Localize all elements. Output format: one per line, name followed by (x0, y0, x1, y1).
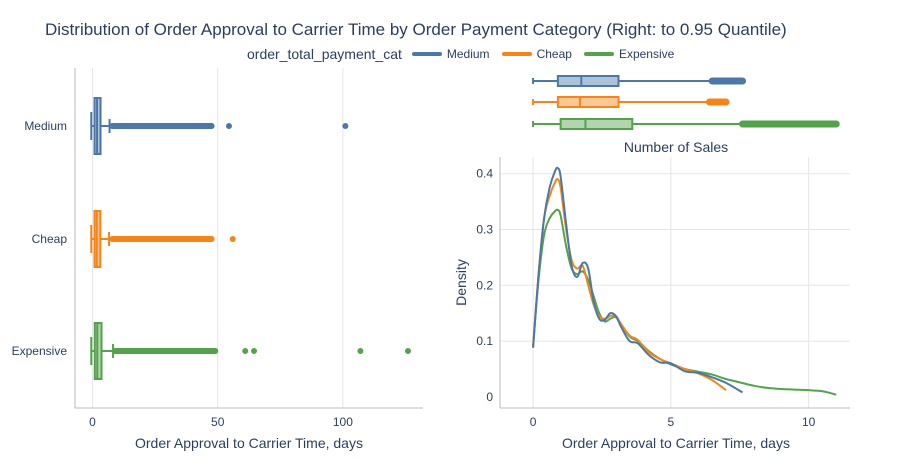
outlier-point-expensive (242, 348, 249, 354)
right-y-tick-label: 0.4 (476, 167, 493, 181)
legend-label-medium: Medium (446, 47, 490, 61)
left-y-tick-label: Expensive (12, 344, 68, 358)
outlier-point-cheap (229, 236, 236, 242)
legend-swatch-cheap (501, 52, 532, 56)
legend-item-medium[interactable]: Medium (411, 47, 490, 61)
outlier-point-expensive (404, 348, 411, 354)
outlier-point-expensive (251, 348, 258, 354)
legend-title: order_total_payment_cat (247, 46, 402, 62)
legend-item-cheap[interactable]: Cheap (501, 47, 572, 61)
outlier-point-medium (342, 123, 349, 129)
left-x-axis-title: Order Approval to Carrier Time, days (135, 435, 363, 451)
left-x-tick-label: 0 (89, 415, 96, 429)
right-y-axis-title: Density (453, 259, 469, 306)
right-x-tick-label: 5 (668, 415, 675, 429)
outlier-point-expensive (357, 348, 364, 354)
outlier-point-medium (225, 123, 232, 129)
chart-title: Distribution of Order Approval to Carrie… (45, 20, 787, 39)
density-line-medium (532, 166, 744, 394)
right-y-tick-label: 0.2 (476, 278, 493, 292)
legend-swatch-medium (411, 52, 442, 56)
legend-label-expensive: Expensive (618, 47, 675, 61)
legend-item-expensive[interactable]: Expensive (583, 47, 675, 61)
right-y-tick-label: 0 (486, 390, 493, 404)
legend-label-cheap: Cheap (536, 47, 572, 61)
left-x-tick-label: 100 (333, 415, 353, 429)
right-x-tick-label: 10 (802, 415, 816, 429)
right-y-tick-label: 0.3 (476, 223, 493, 237)
density-line-expensive (532, 208, 837, 396)
mini-box-expensive (559, 118, 634, 130)
left-y-tick-label: Medium (24, 119, 67, 133)
mini-box-cheap (556, 96, 620, 108)
left-x-tick-label: 50 (211, 415, 225, 429)
left-y-tick-label: Cheap (32, 232, 68, 246)
right-x-axis-title: Order Approval to Carrier Time, days (562, 435, 790, 451)
right-y-tick-label: 0.1 (476, 334, 493, 348)
right-x-tick-label: 0 (530, 415, 537, 429)
density-line-cheap (532, 178, 727, 391)
mini-box-medium (556, 75, 620, 87)
legend: order_total_payment_cat Medium Cheap Exp… (247, 46, 686, 62)
right-subplot-title: Number of Sales (624, 139, 728, 155)
legend-swatch-expensive (583, 52, 614, 56)
